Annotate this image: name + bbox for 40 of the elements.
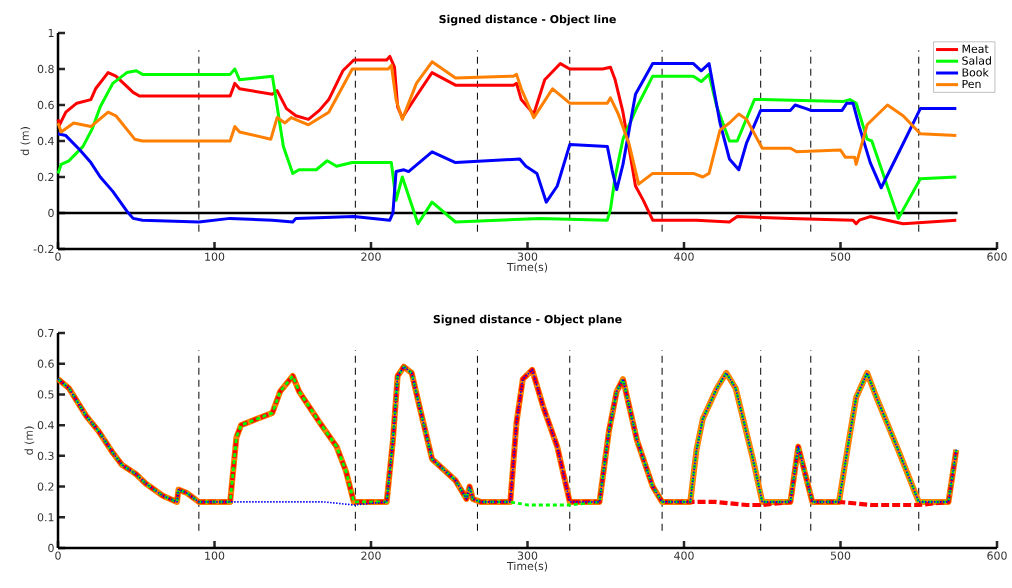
- y-tick-label: 0.8: [37, 64, 54, 74]
- x-tick-label: 0: [55, 252, 61, 261]
- y-tick-label: 0.3: [37, 451, 54, 460]
- y-tick-label: -0.2: [33, 244, 54, 254]
- y-tick-label: 1: [48, 28, 54, 37]
- y-axis-title: d (m): [24, 426, 35, 455]
- x-tick-label: 200: [361, 252, 381, 261]
- x-tick-label: 400: [674, 551, 694, 560]
- y-tick-label: 0.6: [37, 100, 54, 110]
- x-axis-title: Time(s): [506, 262, 548, 273]
- y-tick-label: 0.6: [37, 359, 54, 368]
- chart-title: Signed distance - Object line: [439, 14, 616, 26]
- y-tick-label: 0: [48, 208, 54, 218]
- y-tick-label: 0.4: [37, 420, 54, 430]
- x-tick-label: 400: [674, 252, 694, 261]
- line-series: [56, 60, 958, 186]
- x-tick-label: 100: [205, 252, 225, 261]
- y-tick-label: 0.2: [37, 482, 54, 491]
- legend-label: Pen: [962, 79, 981, 89]
- x-tick-label: 100: [205, 551, 225, 560]
- legend-label: Meat: [962, 44, 989, 53]
- x-tick-label: 600: [987, 252, 1007, 261]
- legend-label: Book: [962, 68, 989, 77]
- x-axis-title: Time(s): [506, 561, 548, 572]
- y-tick-label: 0.1: [37, 513, 54, 522]
- y-tick-label: 0: [48, 543, 54, 553]
- y-tick-label: 0.2: [37, 172, 54, 182]
- x-tick-label: 200: [361, 551, 381, 560]
- y-tick-label: 0.4: [37, 136, 54, 146]
- y-tick-label: 0.7: [37, 328, 54, 338]
- x-tick-label: 300: [517, 252, 538, 261]
- x-tick-label: 300: [517, 551, 538, 560]
- x-tick-label: 0: [55, 551, 61, 560]
- x-tick-label: 500: [830, 551, 851, 560]
- legend-label: Salad: [962, 56, 991, 65]
- x-tick-label: 500: [830, 252, 851, 261]
- chart-title: Signed distance - Object plane: [433, 314, 622, 326]
- x-tick-label: 600: [987, 551, 1007, 560]
- y-tick-label: 0.5: [37, 390, 54, 399]
- y-axis-title: d (m): [20, 127, 31, 156]
